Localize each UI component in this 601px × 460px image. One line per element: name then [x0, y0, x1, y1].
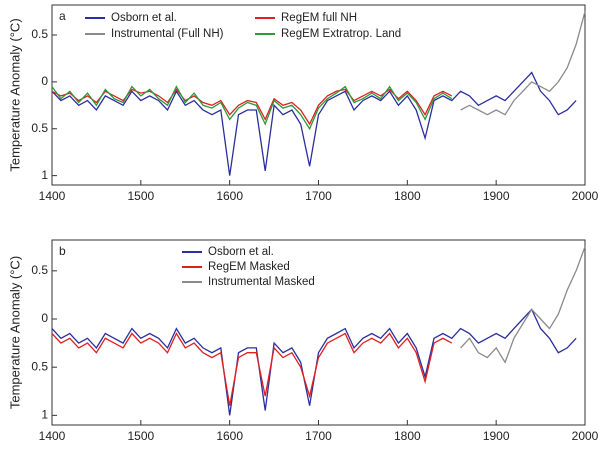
y-tick-label: 0 [41, 74, 48, 88]
legend-label: Osborn et al. [208, 246, 274, 258]
panel-label: a [59, 9, 66, 23]
x-tick-label: 1900 [483, 189, 510, 203]
panel: 1400 1500 1600 1700 1800 1900 2000 0.5 0 0.5 1 Temp… [7, 239, 599, 443]
y-tick-label: 0.5 [31, 121, 48, 135]
y-tick-label: 0 [41, 311, 48, 325]
panel-label: b [59, 244, 66, 258]
legend-label: Instrumental (Full NH) [111, 28, 224, 40]
data-line [51, 85, 453, 131]
data-line [460, 246, 586, 364]
legend-label: RegEM Extratrop. Land [281, 28, 401, 40]
y-axis-label: Temperature Anomaly (°C) [7, 18, 22, 171]
data-line [460, 11, 586, 116]
y-tick-label: 1 [41, 408, 48, 422]
x-tick-label: 1800 [394, 429, 421, 443]
legend-label: Instrumental Masked [208, 276, 315, 288]
y-tick-label: 0.5 [31, 27, 48, 41]
x-tick-label: 1700 [305, 429, 332, 443]
y-tick-label: 0.5 [31, 263, 48, 277]
x-tick-label: 1400 [39, 429, 66, 443]
data-line [51, 332, 453, 406]
x-tick-label: 1900 [483, 429, 510, 443]
panel: 1400 1500 1600 1700 1800 1900 2000 0.5 0 0.5 1 Temp… [7, 4, 599, 203]
x-tick-label: 1600 [216, 429, 243, 443]
x-tick-label: 1500 [127, 429, 154, 443]
y-axis-label: Temperature Anomaly (°C) [7, 256, 22, 409]
x-tick-label: 1800 [394, 189, 421, 203]
x-tick-label: 1400 [39, 189, 66, 203]
x-tick-label: 1600 [216, 189, 243, 203]
legend-label: RegEM Masked [208, 261, 290, 273]
legend-label: Osborn et al. [111, 12, 177, 24]
legend-label: RegEM full NH [281, 12, 357, 24]
y-tick-label: 1 [41, 168, 48, 182]
x-tick-label: 1500 [127, 189, 154, 203]
x-tick-label: 1700 [305, 189, 332, 203]
x-tick-label: 2000 [572, 429, 599, 443]
x-tick-label: 2000 [572, 189, 599, 203]
data-line [51, 71, 577, 176]
data-line [51, 308, 577, 416]
plot-frame [51, 239, 586, 426]
y-tick-label: 0.5 [31, 359, 48, 373]
